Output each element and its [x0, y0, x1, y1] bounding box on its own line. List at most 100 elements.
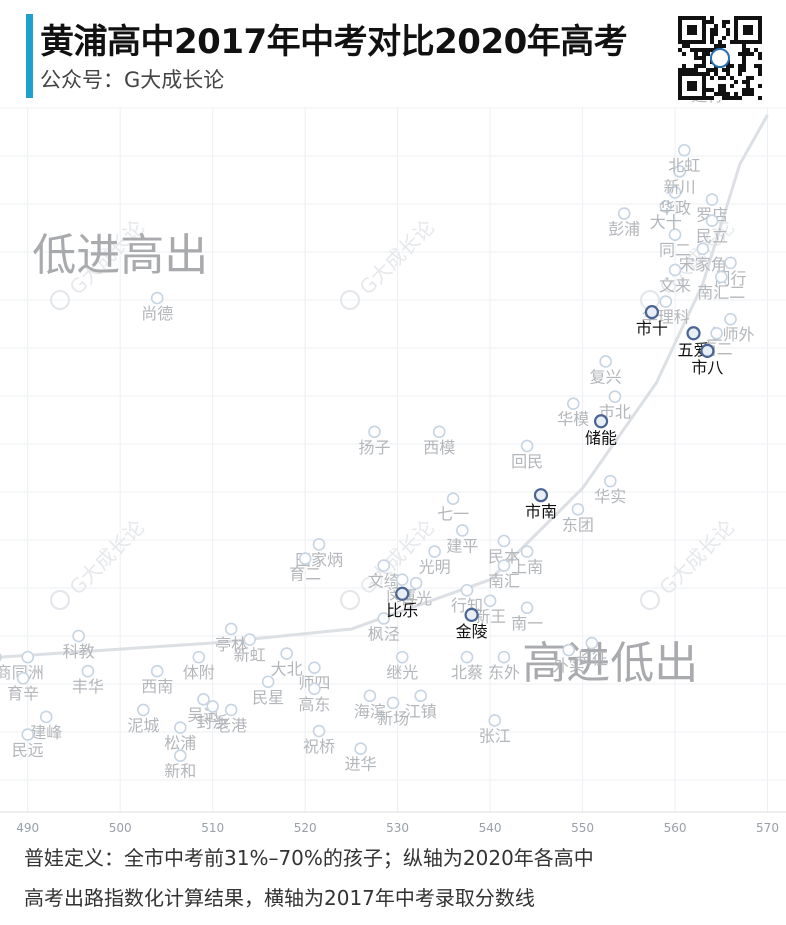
- x-tick-label: 530: [386, 821, 409, 835]
- qr-module: [734, 96, 738, 100]
- school-label: 建青: [691, 100, 723, 105]
- school-label: 西模: [423, 438, 455, 457]
- qr-module: [698, 48, 702, 52]
- school-label: 文来: [659, 276, 691, 295]
- highlight-point: [395, 586, 410, 601]
- qr-module: [710, 16, 714, 20]
- school-label: 东外: [488, 663, 520, 682]
- school-label: 光明: [419, 558, 451, 577]
- school-point: [363, 689, 377, 703]
- school-point: [0, 652, 2, 662]
- qr-module: [742, 80, 746, 84]
- watermark-logo-icon: [340, 290, 360, 310]
- school-label: 海滨: [354, 702, 386, 721]
- qr-module: [746, 88, 750, 92]
- qr-module: [694, 52, 698, 56]
- school-label: 民本: [488, 547, 520, 566]
- highlight-label: 市八: [691, 358, 723, 377]
- highlight-point: [644, 305, 660, 320]
- qr-module: [742, 52, 746, 56]
- qr-module: [738, 72, 742, 76]
- qr-module: [726, 96, 730, 100]
- school-point: [562, 643, 575, 657]
- qr-module: [738, 64, 742, 68]
- school-label: 北蔡: [451, 663, 483, 682]
- school-label: 北虹: [668, 156, 700, 175]
- school-label: 回民: [511, 452, 543, 471]
- x-tick-label: 540: [479, 821, 502, 835]
- qr-module: [690, 48, 694, 52]
- school-point: [488, 714, 502, 727]
- qr-module: [746, 76, 750, 80]
- school-label: 科教: [63, 642, 95, 661]
- school-label: 复兴: [590, 367, 622, 386]
- school-point: [224, 622, 238, 636]
- qr-module: [694, 64, 698, 68]
- qr-module: [730, 64, 734, 68]
- qr-module: [682, 68, 686, 72]
- qr-module: [706, 20, 710, 24]
- school-point: [608, 390, 622, 403]
- watermark-logo-icon: [50, 290, 70, 310]
- watermark-logo-icon: [50, 590, 70, 610]
- qr-module: [750, 88, 754, 92]
- qr-module: [694, 48, 698, 52]
- qr-finder: [678, 72, 706, 100]
- school-label: 育二: [289, 565, 321, 584]
- school-point: [724, 312, 737, 326]
- school-label: 文绮: [368, 572, 400, 591]
- qr-module: [730, 76, 734, 80]
- school-label: 张江: [479, 726, 511, 745]
- qr-module: [710, 88, 714, 92]
- school-point: [280, 647, 293, 660]
- quadrant-annotation: 高进低出: [522, 638, 698, 689]
- school-point: [460, 583, 474, 597]
- school-label: 七一: [437, 505, 469, 524]
- school-point: [197, 693, 210, 706]
- school-point: [72, 629, 85, 643]
- school-label: 上南: [511, 558, 543, 577]
- school-point: [668, 263, 682, 277]
- highlight-label: 金陵: [456, 622, 488, 641]
- school-point: [81, 664, 95, 678]
- school-label: 民星: [252, 688, 284, 707]
- qr-module: [682, 44, 686, 48]
- qr-module: [722, 24, 726, 28]
- highlight-label: 市十: [636, 319, 668, 338]
- qr-module: [714, 92, 718, 96]
- school-point: [659, 295, 673, 308]
- qr-module: [718, 44, 722, 48]
- qr-module: [714, 24, 718, 28]
- footnote-line-2: 高考出路指数化计算结果，横轴为2017年中考录取分数线: [24, 886, 535, 910]
- qr-module: [750, 92, 754, 96]
- school-point: [497, 559, 511, 572]
- qr-module: [694, 68, 698, 72]
- school-label: 华模: [557, 410, 589, 429]
- qr-module: [742, 48, 746, 52]
- qr-module: [758, 68, 762, 72]
- school-point: [604, 474, 617, 488]
- qr-module: [722, 68, 726, 72]
- watermark-text: G大成长论: [65, 515, 149, 599]
- qr-module: [710, 68, 714, 72]
- qr-finder: [678, 16, 706, 44]
- school-label: 育辛: [7, 684, 39, 703]
- highlight-point: [686, 326, 701, 341]
- school-point: [308, 682, 321, 696]
- school-point: [21, 728, 35, 741]
- qr-module: [734, 80, 738, 84]
- school-label: 祝桥: [303, 737, 335, 756]
- school-point: [368, 425, 381, 439]
- qr-module: [714, 28, 718, 32]
- highlight-point: [533, 488, 549, 503]
- qr-module: [726, 28, 730, 32]
- school-label: 南汇二: [697, 283, 745, 302]
- qr-module: [758, 72, 762, 76]
- qr-module: [714, 68, 718, 72]
- qr-module: [726, 20, 730, 24]
- school-point: [298, 552, 312, 565]
- school-point: [428, 545, 441, 558]
- qr-module: [746, 48, 750, 52]
- school-label: 枫泾: [368, 624, 400, 643]
